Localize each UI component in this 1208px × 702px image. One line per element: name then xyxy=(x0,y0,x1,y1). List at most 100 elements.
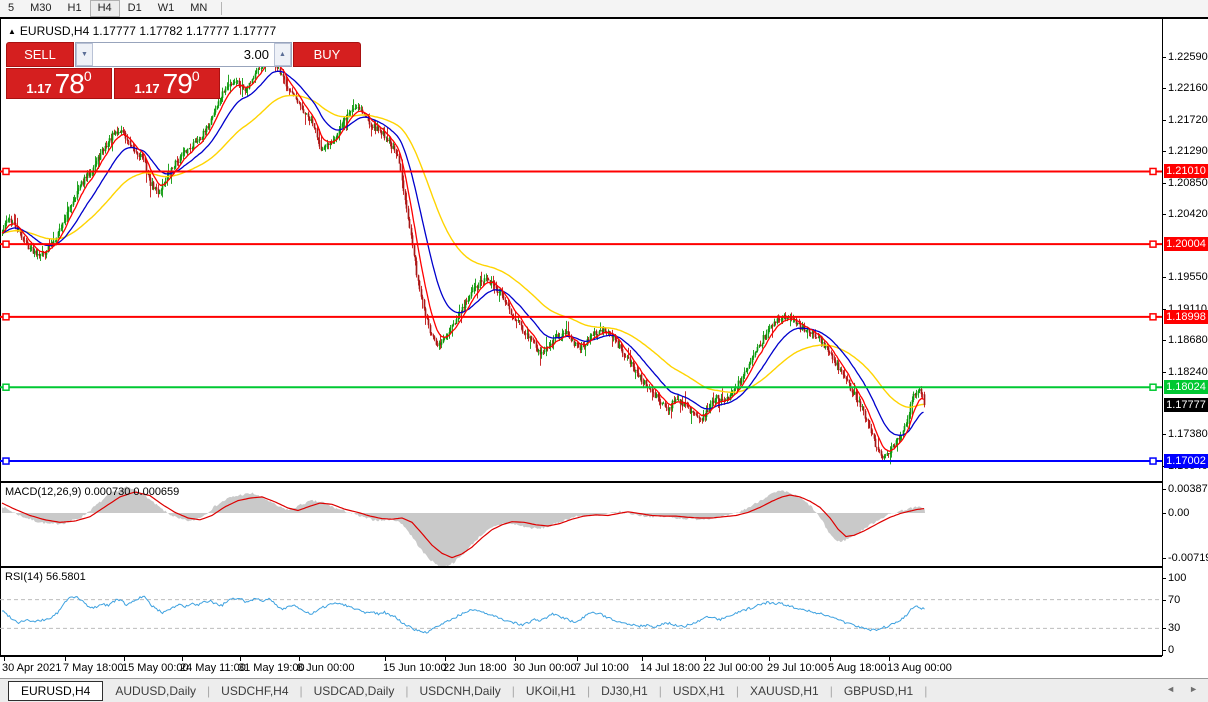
time-axis[interactable]: 30 Apr 2021 7 May 18:00 15 May 00:00 24 May… xyxy=(0,656,1162,678)
time-tick-mark xyxy=(830,657,831,661)
toolbar-separator xyxy=(221,2,223,15)
chart-tab-usdchf-h4[interactable]: USDCHF,H4 xyxy=(221,684,289,698)
tab-scroll-controls: ◄ ► xyxy=(1166,684,1198,694)
rsi-tick-mark xyxy=(1163,628,1166,629)
time-tick-mark xyxy=(385,657,386,661)
tab-separator: | xyxy=(658,684,662,698)
chart-tab-xauusd-h1[interactable]: XAUUSD,H1 xyxy=(750,684,819,698)
chart-tab-eurusd-h4[interactable]: EURUSD,H4 xyxy=(8,681,104,701)
rsi-tick-label: 30 xyxy=(1168,622,1181,634)
rsi-indicator-label: RSI(14) 56.5801 xyxy=(5,571,86,583)
price-axis[interactable]: 1.22590 1.22160 1.21720 1.21290 1.20850 1.204… xyxy=(1162,19,1208,656)
macd-tick-label: 0.003873 xyxy=(1168,483,1208,495)
volume-input[interactable] xyxy=(93,43,274,66)
macd-tick-label: 0.00 xyxy=(1168,507,1190,519)
timeframe-button-H1[interactable]: H1 xyxy=(67,2,82,14)
chart-tab-usdx-h1[interactable]: USDX,H1 xyxy=(672,684,725,698)
time-tick-label: 22 Jul 00:00 xyxy=(703,662,763,674)
chart-tab-ukoil-h1[interactable]: UKOil,H1 xyxy=(525,684,576,698)
time-tick-label: 22 Jun 18:00 xyxy=(443,662,507,674)
price-tick-mark xyxy=(1163,340,1166,341)
chart-title-text: EURUSD,H4 1.17777 1.17782 1.17777 1.1777… xyxy=(19,24,277,38)
price-line-label: 1.17777 xyxy=(1164,398,1208,412)
timeframe-toolbar: 5 M30 H1 H4 D1 W1 MN xyxy=(0,0,1208,19)
time-tick-label: 14 Jul 18:00 xyxy=(640,662,700,674)
price-tick-mark xyxy=(1163,434,1166,435)
timeframe-button-H4[interactable]: H4 xyxy=(89,0,120,17)
chart-tab-usdcad-daily[interactable]: USDCAD,Daily xyxy=(313,684,395,698)
sell-price-pips: 78 xyxy=(54,68,85,99)
price-tick-label: 1.21720 xyxy=(1168,114,1208,126)
time-tick-mark xyxy=(515,657,516,661)
tab-separator: | xyxy=(405,684,409,698)
time-tick-label: 15 May 00:00 xyxy=(122,662,189,674)
price-line-label: 1.21010 xyxy=(1164,164,1208,178)
chart-tab-usdcnh-daily[interactable]: USDCNH,Daily xyxy=(419,684,501,698)
rsi-tick-label: 70 xyxy=(1168,594,1181,606)
tab-separator: | xyxy=(735,684,740,698)
panel-splitter[interactable] xyxy=(0,566,1208,568)
buy-price-button[interactable]: 1.17 79 0 xyxy=(114,68,220,99)
buy-price-pips: 79 xyxy=(162,68,193,99)
time-tick-mark xyxy=(182,657,183,661)
time-tick-label: 13 Aug 00:00 xyxy=(887,662,952,674)
price-line-label: 1.20004 xyxy=(1164,237,1208,251)
time-tick-label: 29 Jul 10:00 xyxy=(767,662,827,674)
macd-tick-mark xyxy=(1163,513,1166,514)
tab-separator: | xyxy=(586,684,591,698)
price-tick-label: 1.20420 xyxy=(1168,208,1208,220)
chart-tab-bar: EURUSD,H4 AUDUSD,Daily | USDCHF,H4 | USDCAD,D… xyxy=(0,678,1208,702)
price-tick-label: 1.18680 xyxy=(1168,334,1208,346)
timeframe-button-5[interactable]: 5 xyxy=(8,2,15,14)
price-chart-canvas[interactable] xyxy=(0,19,1162,481)
time-tick-label: 5 Aug 18:00 xyxy=(828,662,887,674)
macd-panel-canvas[interactable] xyxy=(0,483,1162,566)
sell-button[interactable]: SELL xyxy=(6,42,74,67)
macd-tick-mark xyxy=(1163,489,1166,490)
price-line-label: 1.18998 xyxy=(1164,310,1208,324)
chart-tab-audusd-daily[interactable]: AUDUSD,Daily xyxy=(115,684,197,698)
price-tick-mark xyxy=(1163,214,1166,215)
tab-separator: | xyxy=(511,684,515,698)
sell-price-button[interactable]: 1.17 78 0 xyxy=(6,68,112,99)
chart-tab-dj30-h1[interactable]: DJ30,H1 xyxy=(601,684,648,698)
time-tick-mark xyxy=(65,657,66,661)
sell-price-point: 0 xyxy=(83,68,92,84)
one-click-trading-panel: SELL ▼ ▲ BUY 1.17 78 0 1.17 79 0 xyxy=(6,42,361,99)
price-tick-mark xyxy=(1163,151,1166,152)
timeframe-button-MN[interactable]: MN xyxy=(190,2,208,14)
tab-separator: | xyxy=(924,684,928,698)
tab-separator: | xyxy=(299,684,303,698)
tab-scroll-left-icon[interactable]: ◄ xyxy=(1166,684,1176,694)
rsi-panel-canvas[interactable] xyxy=(0,568,1162,655)
buy-button[interactable]: BUY xyxy=(293,42,361,67)
time-tick-mark xyxy=(4,657,5,661)
timeframe-button-D1[interactable]: D1 xyxy=(127,2,142,14)
tab-scroll-right-icon[interactable]: ► xyxy=(1189,684,1198,694)
volume-increase-button[interactable]: ▲ xyxy=(274,43,291,66)
volume-decrease-button[interactable]: ▼ xyxy=(76,43,93,66)
rsi-tick-mark xyxy=(1163,650,1166,651)
price-tick-mark xyxy=(1163,372,1166,373)
rsi-tick-label: 100 xyxy=(1168,572,1187,584)
price-tick-label: 1.18240 xyxy=(1168,366,1208,378)
price-tick-label: 1.22590 xyxy=(1168,51,1208,63)
time-tick-mark xyxy=(769,657,770,661)
price-tick-mark xyxy=(1163,120,1166,121)
buy-price-prefix: 1.17 xyxy=(134,80,160,96)
time-tick-label: 7 May 18:00 xyxy=(63,662,124,674)
time-tick-label: 30 Jun 00:00 xyxy=(513,662,577,674)
panel-splitter[interactable] xyxy=(0,481,1208,483)
timeframe-button-M30[interactable]: M30 xyxy=(30,2,52,14)
time-tick-label: 24 May 11:00 xyxy=(180,662,246,674)
volume-spinner: ▼ ▲ xyxy=(75,42,292,67)
chart-tab-gbpusd-h1[interactable]: GBPUSD,H1 xyxy=(843,684,914,698)
rsi-tick-mark xyxy=(1163,578,1166,579)
chart-title: ▲ EURUSD,H4 1.17777 1.17782 1.17777 1.177… xyxy=(8,24,276,38)
timeframe-button-W1[interactable]: W1 xyxy=(157,2,175,14)
time-tick-label: 8 Jun 00:00 xyxy=(297,662,355,674)
time-tick-mark xyxy=(240,657,241,661)
time-tick-mark xyxy=(642,657,643,661)
price-tick-label: 1.21290 xyxy=(1168,145,1208,157)
